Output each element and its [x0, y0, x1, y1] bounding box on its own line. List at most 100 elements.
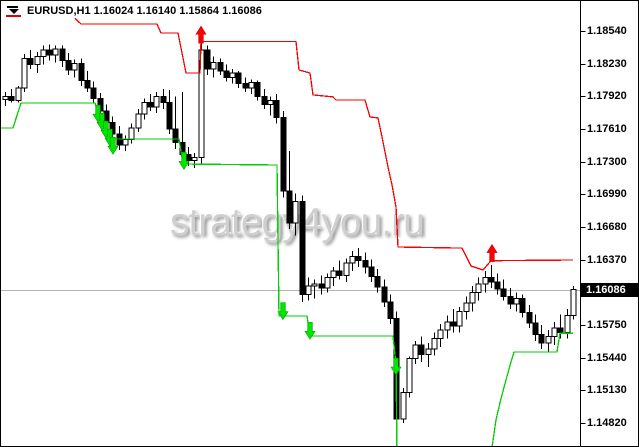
- candle: [242, 77, 249, 93]
- candle: [166, 89, 173, 135]
- candle: [254, 80, 261, 101]
- candle: [153, 92, 160, 114]
- candle: [223, 64, 230, 82]
- candle-body-bullish: [292, 201, 299, 224]
- candle: [311, 279, 318, 299]
- candle-body-bullish: [267, 100, 274, 106]
- candle-body-bearish: [532, 322, 539, 335]
- candle: [40, 45, 47, 65]
- candle: [456, 307, 463, 333]
- candle: [141, 98, 148, 120]
- candle-body-bullish: [324, 277, 331, 289]
- candle: [362, 252, 369, 274]
- candle-body-bearish: [59, 48, 66, 61]
- candle-body-bearish: [368, 266, 375, 278]
- sell-signal-arrow-icon: [195, 25, 207, 44]
- candle: [147, 94, 154, 112]
- candle: [52, 45, 59, 63]
- candle: [519, 294, 526, 318]
- candle: [463, 296, 470, 320]
- candle-body-bullish: [343, 262, 350, 276]
- candle-body-bearish: [217, 62, 224, 72]
- candles-layer: [2, 43, 577, 440]
- candle: [90, 81, 97, 103]
- candle: [191, 153, 198, 168]
- candle-body-bullish: [570, 289, 577, 316]
- candle-body-bullish: [330, 270, 337, 279]
- candle-body-bullish: [34, 55, 41, 66]
- candle-body-bullish: [21, 57, 28, 89]
- candle-body-bearish: [286, 190, 293, 224]
- candle: [292, 193, 299, 236]
- candle-body-bearish: [557, 327, 564, 333]
- candle: [355, 248, 362, 268]
- candle-body-bearish: [8, 95, 15, 102]
- current-price-badge: 1.16086: [581, 282, 639, 297]
- candle-body-bearish: [223, 70, 230, 78]
- candle-body-bullish: [40, 49, 47, 57]
- chart-menu-icon[interactable]: [6, 4, 22, 17]
- candle-body-bullish: [469, 291, 476, 304]
- candle: [437, 323, 444, 348]
- candle-body-bullish: [229, 72, 236, 78]
- candle: [330, 267, 337, 286]
- candle-body-bearish: [381, 286, 388, 303]
- candle: [65, 53, 72, 76]
- candle-body-bullish: [400, 391, 407, 420]
- candle-body-bearish: [362, 260, 369, 268]
- candle: [273, 94, 280, 124]
- candle: [122, 135, 129, 152]
- candle: [532, 314, 539, 341]
- candle-body-bearish: [172, 128, 179, 144]
- sell-signal-arrow-icon: [486, 243, 498, 262]
- candle: [71, 59, 78, 78]
- candle: [387, 294, 394, 324]
- candle-body-bullish: [437, 329, 444, 340]
- candle: [59, 45, 66, 67]
- candle: [204, 45, 211, 76]
- candle-body-bullish: [2, 95, 9, 100]
- candle-body-bullish: [191, 156, 198, 162]
- candle: [217, 58, 224, 76]
- candle: [172, 96, 179, 149]
- candle-body-bullish: [545, 336, 552, 344]
- candle-body-bearish: [355, 255, 362, 262]
- candle-body-bullish: [513, 298, 520, 305]
- candle: [229, 68, 236, 84]
- candle: [400, 388, 407, 423]
- candle-body-bearish: [519, 298, 526, 313]
- candle-body-bearish: [160, 95, 167, 104]
- candle: [412, 340, 419, 364]
- candle-body-bullish: [128, 127, 135, 141]
- candle: [381, 279, 388, 308]
- candle: [482, 271, 489, 293]
- candle-body-bearish: [418, 344, 425, 355]
- candle-body-bullish: [198, 49, 205, 158]
- candle: [8, 88, 15, 103]
- candle-body-bullish: [444, 321, 451, 331]
- candle-body-bullish: [425, 348, 432, 355]
- candle-body-bullish: [135, 113, 142, 129]
- candle: [128, 123, 135, 144]
- candle-body-bearish: [488, 277, 495, 283]
- candle-body-bearish: [336, 270, 343, 276]
- candle: [374, 269, 381, 293]
- candle-body-bullish: [349, 255, 356, 264]
- candle: [2, 92, 9, 106]
- candle-body-bearish: [280, 116, 287, 192]
- candle: [564, 309, 571, 339]
- candle: [418, 336, 425, 362]
- candle-body-bullish: [71, 63, 78, 71]
- candle: [84, 71, 91, 93]
- candle: [198, 43, 205, 164]
- candle-body-bearish: [254, 82, 261, 97]
- candle: [526, 304, 533, 329]
- candle: [235, 71, 242, 88]
- candle-body-bearish: [261, 95, 268, 106]
- candle: [425, 342, 432, 368]
- candle: [475, 277, 482, 301]
- candle: [444, 315, 451, 339]
- candle-body-bearish: [185, 153, 192, 162]
